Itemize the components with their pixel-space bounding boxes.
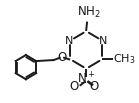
- Text: NH$_2$: NH$_2$: [77, 5, 101, 20]
- Text: CH$_3$: CH$_3$: [113, 52, 135, 66]
- Text: N: N: [99, 36, 107, 46]
- Text: N: N: [65, 36, 73, 46]
- Text: O$^-$: O$^-$: [69, 80, 88, 93]
- Text: O: O: [89, 80, 99, 93]
- Text: O: O: [57, 51, 67, 64]
- Text: N$^+$: N$^+$: [77, 71, 95, 87]
